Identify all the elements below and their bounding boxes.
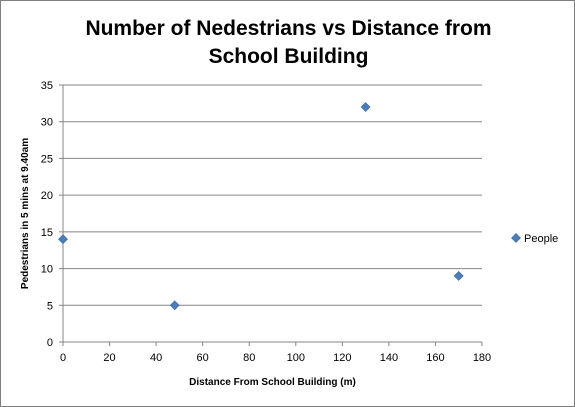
axes — [59, 84, 483, 346]
legend-marker-people — [511, 233, 521, 243]
chart-title-line-1: Number of Nedestrians vs Distance from — [85, 17, 492, 40]
x-tick-label-180: 180 — [473, 352, 491, 364]
y-tick-label-5: 5 — [47, 300, 53, 312]
x-tick-label-20: 20 — [103, 352, 115, 364]
data-point-3 — [360, 102, 371, 112]
chart-title: Number of Nedestrians vs Distance from S… — [31, 15, 546, 71]
y-tick-labels: 0 5 10 15 20 25 30 35 — [41, 80, 53, 349]
legend: People — [511, 233, 558, 245]
x-axis-title: Distance From School Building (m) — [189, 377, 356, 388]
data-point-2 — [169, 300, 180, 311]
y-tick-label-20: 20 — [41, 190, 53, 202]
y-tick-label-35: 35 — [41, 80, 53, 92]
y-axis-title: Pedestrians in 5 mins at 9.40am — [20, 138, 31, 289]
x-tick-labels: 0 20 40 60 80 100 120 140 160 180 — [60, 352, 491, 364]
x-tick-label-120: 120 — [333, 352, 351, 364]
data-point-4 — [453, 270, 464, 281]
x-tick-label-160: 160 — [426, 352, 444, 364]
y-tick-label-10: 10 — [41, 264, 53, 276]
gridlines — [63, 84, 482, 306]
y-tick-label-30: 30 — [41, 117, 53, 129]
legend-label-people: People — [524, 233, 558, 245]
y-tick-label-15: 15 — [41, 227, 53, 239]
x-tick-label-80: 80 — [243, 352, 255, 364]
x-tick-label-0: 0 — [60, 352, 66, 364]
x-tick-label-60: 60 — [197, 352, 209, 364]
y-tick-label-0: 0 — [47, 337, 53, 349]
x-tick-label-40: 40 — [150, 352, 162, 364]
data-points — [58, 102, 464, 311]
y-tick-label-25: 25 — [41, 153, 53, 165]
x-tick-label-100: 100 — [287, 352, 305, 364]
x-tick-label-140: 140 — [380, 352, 398, 364]
chart-title-line-2: School Building — [208, 45, 369, 68]
data-point-1 — [58, 234, 68, 245]
